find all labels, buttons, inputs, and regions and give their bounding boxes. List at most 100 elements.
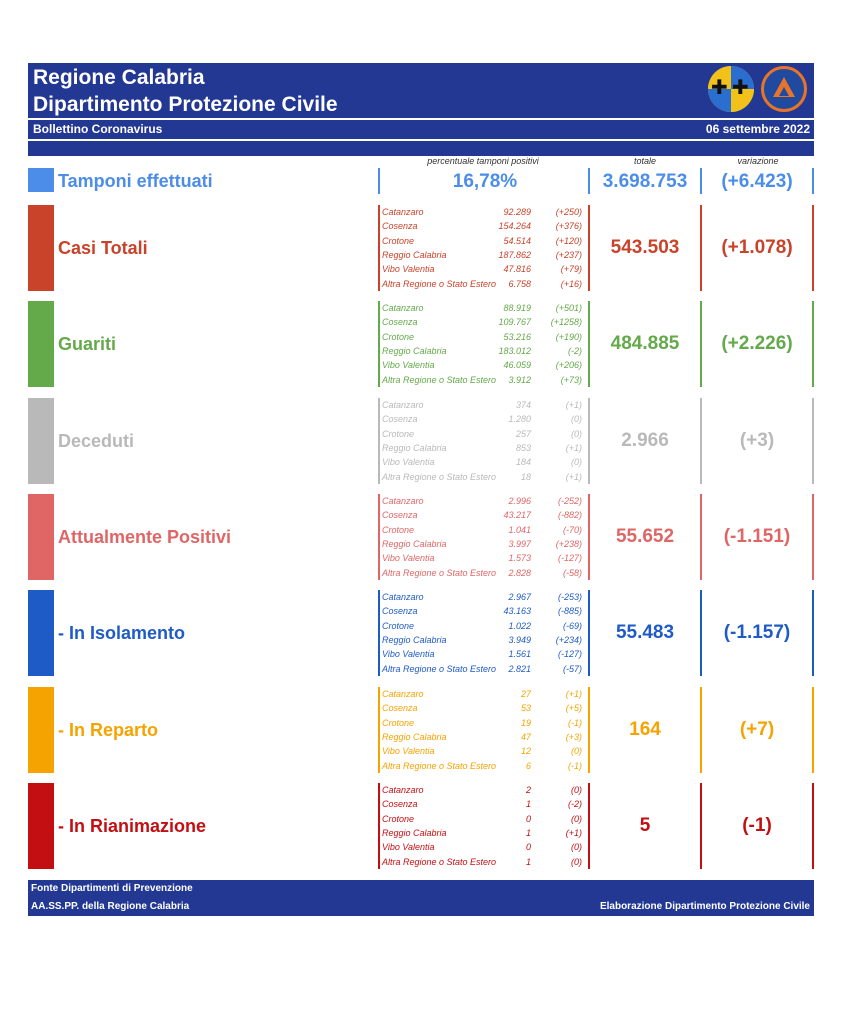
province-value: 109.767 (498, 317, 531, 328)
province-delta: (+1258) (550, 317, 582, 328)
province-name: Crotone (382, 331, 415, 342)
section-color-swatch (28, 590, 54, 676)
section-row: - In Isolamento Catanzaro 2.967 (-253) Cosen… (28, 590, 814, 676)
province-delta: (+238) (555, 538, 582, 549)
province-line: Catanzaro 2.967 (-253) (382, 591, 586, 605)
province-line: Reggio Calabria 853 (+1) (382, 442, 586, 456)
separator (700, 494, 702, 580)
province-value: 1 (525, 856, 531, 867)
province-name: Altra Regione o Stato Estero (382, 374, 497, 385)
province-delta: (-127) (557, 553, 582, 564)
province-name: Catanzaro (382, 785, 424, 795)
section-label: - In Isolamento (58, 623, 186, 643)
province-value: 184 (515, 457, 531, 468)
province-line: Reggio Calabria 183.012 (-2) (382, 345, 586, 359)
province-delta: (-57) (562, 663, 582, 674)
province-value: 853 (515, 442, 531, 453)
separator (378, 301, 380, 387)
province-value: 47.816 (503, 264, 531, 275)
province-value: 187.862 (498, 249, 531, 260)
separator (812, 205, 814, 291)
separator (588, 168, 590, 194)
province-line: Crotone 1.022 (-69) (382, 620, 586, 634)
province-delta: (-882) (557, 510, 582, 521)
province-delta: (-2) (568, 345, 582, 356)
separator (812, 301, 814, 387)
separator (700, 783, 702, 869)
section-total: 164 (629, 719, 661, 740)
province-delta: (+376) (555, 221, 582, 232)
footer-banner: Fonte Dipartimenti di Prevenzione AA.SS.… (28, 880, 814, 916)
section-row: Deceduti Catanzaro 374 (+1) Cosenza 1.280 (0) C… (28, 398, 814, 484)
bulletin-date: 06 settembre 2022 (705, 122, 810, 136)
province-delta: (+1) (565, 400, 582, 410)
separator (378, 687, 380, 773)
province-delta: (+234) (555, 634, 582, 645)
province-line: Vibo Valentia 1.561 (-127) (382, 648, 586, 662)
section-row: Casi Totali Catanzaro 92.289 (+250) Cosenza 1… (28, 205, 814, 291)
province-delta: (0) (571, 746, 582, 757)
province-delta: (+1) (565, 442, 582, 453)
separator (588, 398, 590, 484)
section-variation: (-1.151) (723, 526, 791, 547)
separator (700, 687, 702, 773)
province-delta: (+16) (560, 278, 582, 289)
province-name: Reggio Calabria (382, 634, 447, 645)
separator (812, 687, 814, 773)
province-line: Crotone 1.041 (-70) (382, 524, 586, 538)
province-delta: (+79) (560, 264, 582, 275)
province-line: Catanzaro 2.996 (-252) (382, 495, 586, 509)
section-total: 484.885 (610, 333, 680, 354)
separator (588, 205, 590, 291)
province-value: 1 (525, 827, 531, 838)
region-calabria-logo: ✚ ✚ (708, 66, 754, 112)
province-value: 0 (525, 842, 531, 853)
separator (588, 783, 590, 869)
header-divider (28, 118, 814, 120)
tamponi-variation: (+6.423) (721, 171, 793, 192)
province-line: Altra Regione o Stato Estero 6.758 (+16) (382, 278, 586, 292)
province-name: Catanzaro (382, 207, 424, 217)
separator (812, 398, 814, 484)
province-name: Altra Regione o Stato Estero (382, 278, 497, 289)
province-name: Reggio Calabria (382, 731, 447, 742)
province-value: 18 (520, 471, 531, 482)
province-line: Altra Regione o Stato Estero 2.821 (-57) (382, 663, 586, 677)
footer-elaboration: Elaborazione Dipartimento Protezione Civ… (599, 901, 810, 912)
province-value: 43.217 (503, 510, 531, 521)
province-name: Altra Regione o Stato Estero (382, 856, 497, 867)
province-value: 1.561 (508, 649, 531, 660)
province-delta: (+1) (565, 471, 582, 482)
province-delta: (-69) (562, 620, 582, 631)
province-name: Catanzaro (382, 303, 424, 313)
province-name: Vibo Valentia (382, 842, 435, 853)
province-line: Catanzaro 88.919 (+501) (382, 302, 586, 316)
province-value: 88.919 (503, 303, 531, 313)
province-delta: (-1) (568, 760, 582, 771)
province-value: 183.012 (498, 345, 531, 356)
province-name: Altra Regione o Stato Estero (382, 663, 497, 674)
province-name: Crotone (382, 620, 415, 631)
section-label: - In Reparto (58, 720, 159, 740)
province-name: Vibo Valentia (382, 553, 435, 564)
province-line: Catanzaro 92.289 (+250) (382, 206, 586, 220)
tamponi-percent: 16,78% (452, 171, 518, 192)
region-title: Regione Calabria (33, 66, 205, 89)
section-row: Attualmente Positivi Catanzaro 2.996 (-252)… (28, 494, 814, 580)
province-line: Catanzaro 27 (+1) (382, 688, 586, 702)
province-delta: (+1) (565, 689, 582, 699)
province-value: 3.912 (508, 374, 531, 385)
province-delta: (-253) (557, 592, 582, 602)
province-value: 2.821 (508, 663, 531, 674)
province-value: 53 (520, 703, 531, 714)
province-value: 92.289 (503, 207, 531, 217)
province-line: Reggio Calabria 3.949 (+234) (382, 634, 586, 648)
section-label: Guariti (58, 334, 117, 354)
province-line: Reggio Calabria 187.862 (+237) (382, 249, 586, 263)
separator (812, 783, 814, 869)
province-delta: (+1) (565, 827, 582, 838)
column-header-percent: percentuale tamponi positivi (427, 156, 539, 166)
province-line: Altra Regione o Stato Estero 3.912 (+73) (382, 374, 586, 388)
province-delta: (0) (571, 856, 582, 867)
province-value: 54.514 (503, 235, 531, 246)
